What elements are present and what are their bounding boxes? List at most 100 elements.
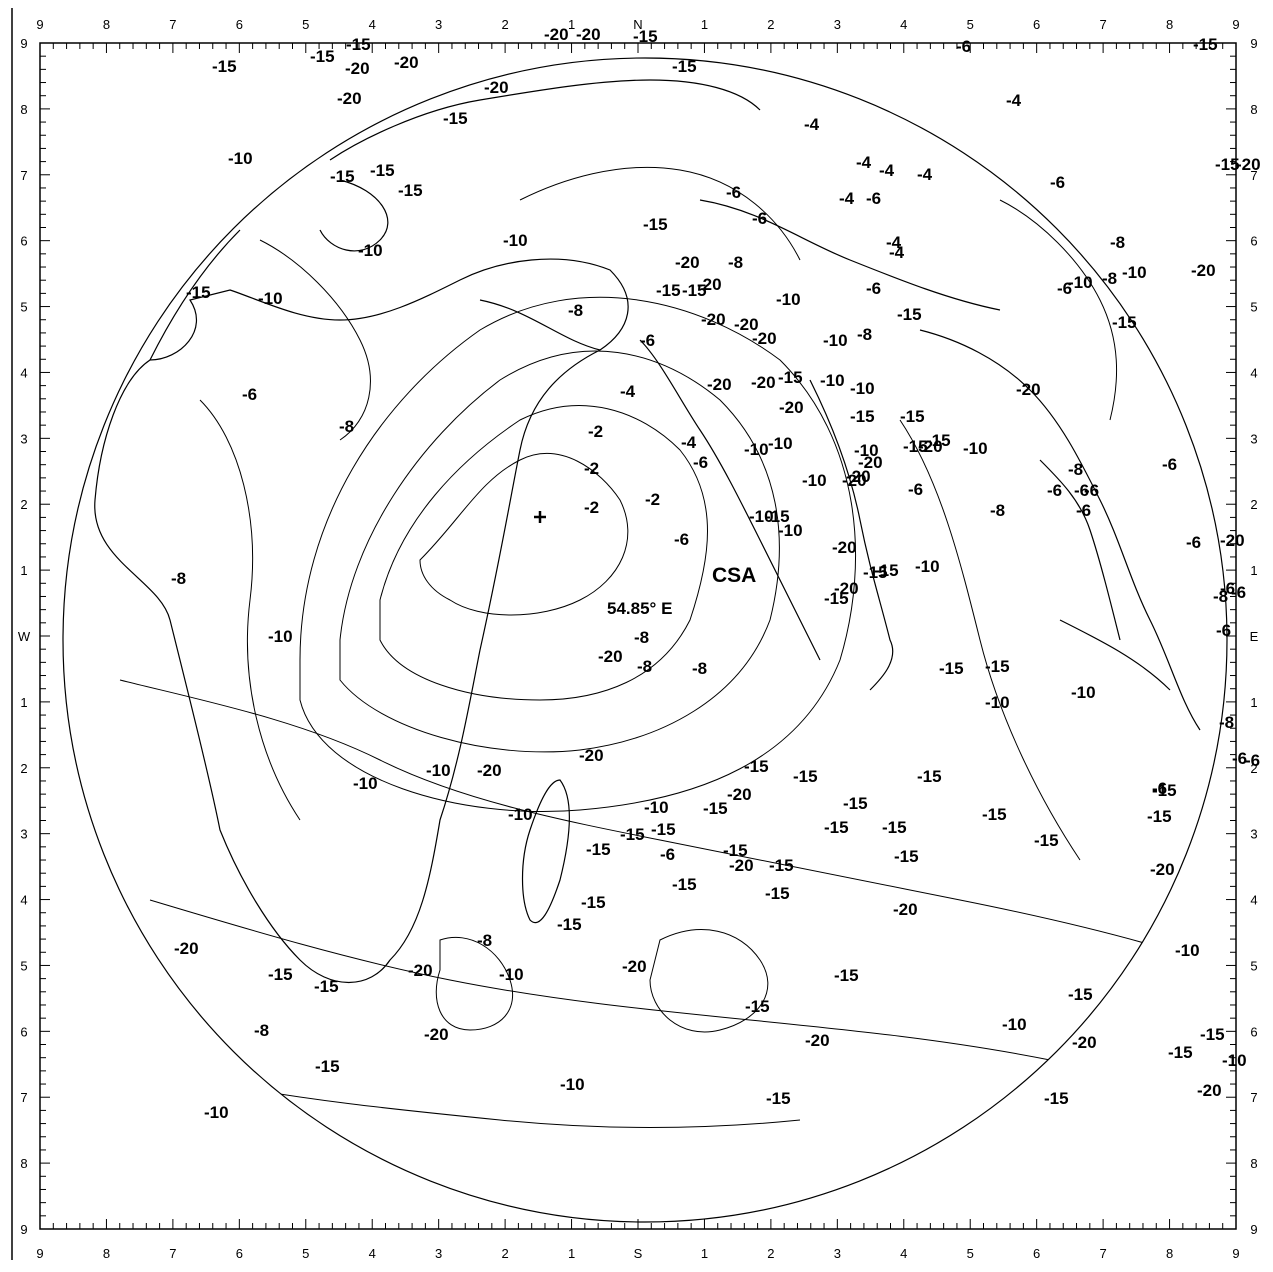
contour-value-label: -6 (726, 183, 741, 202)
contour-value-label: -8 (254, 1021, 269, 1040)
contour-value-label: -6 (1216, 621, 1231, 640)
tick-label: 4 (1250, 365, 1257, 380)
contour-value-label: -8 (990, 501, 1005, 520)
contour-value-label: -15 (370, 161, 395, 180)
contour-value-label: -15 (1112, 313, 1137, 332)
contour-value-label: -6 (242, 385, 257, 404)
contour-value-label: -6 (1057, 279, 1072, 298)
contour-value-label: -10 (1002, 1015, 1027, 1034)
contour-value-label: -15 (330, 167, 355, 186)
contour-value-label: -15 (633, 27, 658, 46)
contour-value-label: -20 (893, 900, 918, 919)
contour-value-label: -20 (622, 957, 647, 976)
contour-value-label: -20 (779, 398, 804, 417)
contour-value-label: -20 (1150, 860, 1175, 879)
tick-label: 5 (967, 17, 974, 32)
contour-value-label: -20 (424, 1025, 449, 1044)
contour-value-label: -10 (985, 693, 1010, 712)
tick-label: 9 (1250, 36, 1257, 51)
contour-value-label: -10 (768, 434, 793, 453)
contour-value-label: -10 (358, 241, 383, 260)
contour-value-label: -20 (752, 329, 777, 348)
tick-label: W (18, 629, 31, 644)
tick-label: 6 (20, 234, 27, 249)
contour-value-label: -15 (1068, 985, 1093, 1004)
tick-label: 8 (103, 17, 110, 32)
tick-label: 8 (20, 1156, 27, 1171)
tick-label: 1 (1250, 563, 1257, 578)
tick-label: 6 (236, 1246, 243, 1261)
contour-value-label: -6 (674, 530, 689, 549)
contour-value-label: -8 (1102, 269, 1117, 288)
contour-value-label: -15 (586, 840, 611, 859)
tick-label: 2 (767, 1246, 774, 1261)
contour-value-label: -20 (576, 25, 601, 44)
contour-value-label: -15 (620, 825, 645, 844)
contour-value-label: -15 (778, 368, 803, 387)
contour-value-label: -15 (882, 818, 907, 837)
contour-value-label: -4 (620, 382, 636, 401)
contour-value-label: -15 (703, 799, 728, 818)
contour-value-label: -10 (915, 557, 940, 576)
contour-value-label: -15 (557, 915, 582, 934)
contour-value-label: -20 (484, 78, 509, 97)
contour-value-label: -20 (477, 761, 502, 780)
contour-value-label: -20 (408, 961, 433, 980)
contour-value-label: -15 (863, 563, 888, 582)
contour-value-label: -15 (314, 977, 339, 996)
contour-value-label: -6 (1232, 749, 1247, 768)
contour-value-label: -15 (443, 109, 468, 128)
tick-label: 9 (1232, 17, 1239, 32)
contour-lines (119, 166, 1201, 1128)
contour-value-label: -15 (723, 841, 748, 860)
tick-label: 7 (20, 1090, 27, 1105)
contour-value-label: -15 (1034, 831, 1059, 850)
contour-value-label: -8 (1068, 460, 1083, 479)
contour-value-label: -10 (802, 471, 827, 490)
contour-value-label: -10 (776, 290, 801, 309)
contour-value-label: -6 (1076, 501, 1091, 520)
contour-value-label: -8 (692, 659, 707, 678)
tick-label: 4 (369, 17, 376, 32)
contour-value-label: -4 (1006, 91, 1022, 110)
tick-label: 9 (20, 36, 27, 51)
contour-value-label: -15 (212, 57, 237, 76)
contour-value-label: -10 (503, 231, 528, 250)
contour-value-label: -10 (644, 798, 669, 817)
contour-value-label: -10 (228, 149, 253, 168)
tick-label: 5 (302, 1246, 309, 1261)
contour-value-label: -2 (588, 422, 603, 441)
tick-label: 1 (1250, 695, 1257, 710)
contour-value-label: -15 (939, 659, 964, 678)
contour-value-label: -15 (651, 820, 676, 839)
tick-label: 5 (1250, 300, 1257, 315)
contour-value-label: -20 (751, 373, 776, 392)
contour-value-label: -10 (778, 521, 803, 540)
contour-value-label: -15 (926, 431, 951, 450)
contour-value-label: -15 (765, 884, 790, 903)
contour-value-label: -2 (645, 490, 660, 509)
contour-value-label: -15 (398, 181, 423, 200)
contour-value-label: -6 (1084, 481, 1099, 500)
contour-value-label: -20 (697, 275, 722, 294)
contour-value-label: -10 (258, 289, 283, 308)
contour-value-label: -6 (866, 279, 881, 298)
tick-label: 2 (1250, 497, 1257, 512)
contour-value-label: -20 (729, 856, 754, 875)
tick-label: 1 (568, 1246, 575, 1261)
contour-value-label: -8 (634, 628, 649, 647)
contour-value-label: -15 (903, 437, 928, 456)
contour-value-label: -15 (315, 1057, 340, 1076)
contour-value-label: -4 (889, 243, 905, 262)
contour-value-label: -4 (917, 165, 933, 184)
contour-value-label: -6 (1220, 579, 1235, 598)
contour-value-label: -6 (956, 37, 971, 56)
contour-value-label: -8 (1219, 713, 1234, 732)
tick-label: 1 (20, 563, 27, 578)
contour-value-label: -15 (843, 794, 868, 813)
contour-value-label: -10 (499, 965, 524, 984)
contour-value-label: -8 (171, 569, 186, 588)
frame-tick-marks (39, 42, 1237, 1230)
contour-value-label: -15 (656, 281, 681, 300)
